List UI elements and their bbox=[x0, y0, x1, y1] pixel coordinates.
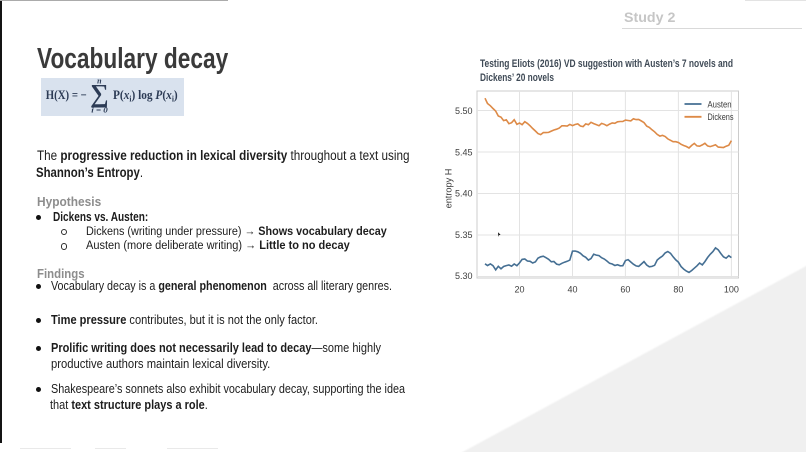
svg-text:∑: ∑ bbox=[90, 79, 109, 108]
svg-text:5.50: 5.50 bbox=[455, 106, 473, 116]
svg-text:i = 0: i = 0 bbox=[91, 106, 108, 115]
svg-text:n: n bbox=[97, 78, 102, 85]
svg-text:P(xi) log P(xi): P(xi) log P(xi) bbox=[113, 88, 178, 104]
svg-text:5.35: 5.35 bbox=[455, 230, 473, 240]
svg-text:Austen: Austen bbox=[708, 99, 732, 109]
svg-text:60: 60 bbox=[620, 285, 630, 295]
svg-text:Dickens: Dickens bbox=[708, 112, 734, 122]
svg-text:100: 100 bbox=[724, 285, 739, 295]
svg-text:5.45: 5.45 bbox=[455, 147, 473, 157]
svg-text:Testing Eliots (2016) VD sugge: Testing Eliots (2016) VD suggestion with… bbox=[480, 58, 733, 70]
svg-text:5.40: 5.40 bbox=[455, 189, 473, 199]
svg-text:20: 20 bbox=[514, 285, 524, 295]
svg-text:Dickens’ 20 novels: Dickens’ 20 novels bbox=[480, 72, 554, 84]
svg-text:5.30: 5.30 bbox=[455, 271, 473, 281]
svg-text:entropy H: entropy H bbox=[444, 169, 454, 209]
svg-text:80: 80 bbox=[673, 285, 683, 295]
svg-text:40: 40 bbox=[567, 285, 577, 295]
svg-text:H(X) = −: H(X) = − bbox=[46, 88, 87, 102]
